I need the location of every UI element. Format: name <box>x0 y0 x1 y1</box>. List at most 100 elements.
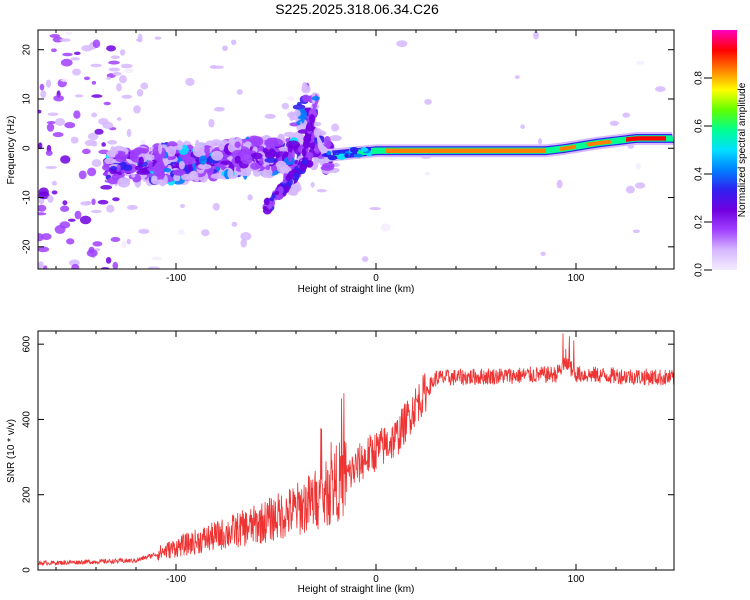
snr-series-line <box>38 333 674 566</box>
heatmap-noise-blob <box>136 89 144 97</box>
heatmap-noise-blob <box>87 167 97 177</box>
heatmap-spike <box>309 113 315 124</box>
heatmap-noise-blob <box>38 109 42 114</box>
heatmap-noise-blob <box>100 185 113 190</box>
heatmap-blob <box>264 157 278 163</box>
heatmap-blob <box>204 146 210 155</box>
heatmap-noise-blob <box>94 128 104 135</box>
heatmap-noise-blob <box>108 60 120 65</box>
snr-axes: -100 0 100 0 200 400 600 <box>22 331 674 585</box>
heatmap-noise-blob <box>43 265 48 269</box>
snr-xtick-label: 100 <box>568 574 585 585</box>
colorbar-ticks: 0.0 0.2 0.4 0.6 0.8 <box>694 71 712 277</box>
heatmap-noise-blob <box>46 121 56 125</box>
spectrogram-xtick-label: 0 <box>373 273 379 284</box>
heatmap-blob <box>178 160 185 170</box>
heatmap-noise-blob <box>655 86 666 93</box>
heatmap-noise-blob <box>636 60 645 65</box>
heatmap-noise-blob <box>38 233 44 242</box>
heatmap-noise-blob <box>424 171 431 176</box>
heatmap-noise-blob <box>231 221 238 227</box>
heatmap-noise-blob <box>240 232 252 241</box>
heatmap-noise-blob <box>73 110 81 119</box>
heatmap-noise-blob <box>103 101 111 106</box>
heatmap-blob <box>297 101 302 106</box>
heatmap-blob <box>137 147 149 154</box>
heatmap-blob <box>163 174 168 185</box>
heatmap-noise-blob <box>632 229 640 234</box>
heatmap-noise-blob <box>71 263 80 269</box>
heatmap-noise-blob <box>201 229 210 237</box>
heatmap-noise-blob <box>50 48 57 53</box>
heatmap-blob <box>250 152 263 160</box>
heatmap-noise-blob <box>38 246 50 253</box>
ridge-clump <box>327 154 338 161</box>
heatmap-blob <box>286 140 301 150</box>
heatmap-streak <box>301 158 308 166</box>
colorbar-tick-label: 0.0 <box>694 263 705 277</box>
heatmap-noise-blob <box>126 204 138 210</box>
spectrogram-x-axis-label: Height of straight line (km) <box>298 284 415 295</box>
spectrogram-xtick-label: 100 <box>568 273 585 284</box>
heatmap-noise-blob <box>107 139 118 145</box>
heatmap-noise-blob <box>537 138 543 145</box>
heatmap-noise-blob <box>609 120 619 127</box>
heatmap-noise-blob <box>180 203 186 209</box>
heatmap-streak <box>264 197 270 206</box>
heatmap-blob <box>195 139 200 152</box>
heatmap-noise-blob <box>78 170 87 180</box>
colorbar-label: Normalized spectral amplitude <box>737 82 748 217</box>
heatmap-blob <box>301 81 308 93</box>
heatmap-noise-blob <box>74 94 84 98</box>
heatmap-noise-blob <box>74 210 82 220</box>
heatmap-noise-blob <box>83 76 91 81</box>
heatmap-blob <box>231 149 245 160</box>
heatmap-noise-blob <box>240 238 247 248</box>
heatmap-blob <box>158 142 163 155</box>
heatmap-noise-blob <box>625 185 635 194</box>
heatmap-noise-blob <box>47 195 54 203</box>
heatmap-spike <box>305 124 314 132</box>
colorbar-tick-label: 0.4 <box>694 167 705 181</box>
heatmap-blob <box>104 157 116 165</box>
heatmap-noise-blob <box>55 118 65 126</box>
heatmap-spike <box>302 139 310 149</box>
heatmap-blob <box>234 141 241 148</box>
ridge-clump <box>360 147 369 152</box>
heatmap-noise-blob <box>90 209 102 214</box>
heatmap-blob <box>220 160 232 165</box>
heatmap-blob <box>227 168 234 179</box>
heatmap-noise-blob <box>540 251 546 256</box>
heatmap-blob <box>198 155 207 165</box>
heatmap-blob <box>292 104 306 110</box>
spectrogram-ytick-label: 10 <box>22 93 33 105</box>
heatmap-blob <box>244 141 252 148</box>
heatmap-blob <box>329 135 342 142</box>
heatmap-blob <box>211 150 224 161</box>
spectrogram-y-axis-label: Frequency (Hz) <box>6 116 17 185</box>
heatmap-noise-blob <box>178 229 185 236</box>
heatmap-noise-blob <box>118 74 127 84</box>
heatmap-blob <box>264 151 276 159</box>
heatmap-noise-blob <box>154 36 162 40</box>
heatmap-blob <box>109 166 117 171</box>
heatmap-blob <box>322 162 335 169</box>
heatmap-noise-blob <box>140 82 149 90</box>
snr-y-axis-label: SNR (10 * v/v) <box>6 419 17 483</box>
colorbar-gradient <box>712 30 737 270</box>
heatmap-blob <box>129 149 137 162</box>
heatmap-noise-blob <box>92 241 103 247</box>
heatmap-noise-blob <box>185 77 195 86</box>
heatmap-blob <box>323 136 331 147</box>
heatmap-noise-blob <box>236 89 243 95</box>
heatmap-noise-blob <box>97 199 109 205</box>
spectrogram-ytick-label: -10 <box>22 190 33 205</box>
heatmap-noise-blob <box>209 65 217 70</box>
heatmap-noise-blob <box>133 105 141 114</box>
heatmap-noise-blob <box>91 94 103 98</box>
heatmap-noise-blob <box>105 256 112 264</box>
heatmap-noise-blob <box>72 68 81 76</box>
heatmap-noise-blob <box>126 238 131 245</box>
heatmap-noise-blob <box>110 236 121 243</box>
